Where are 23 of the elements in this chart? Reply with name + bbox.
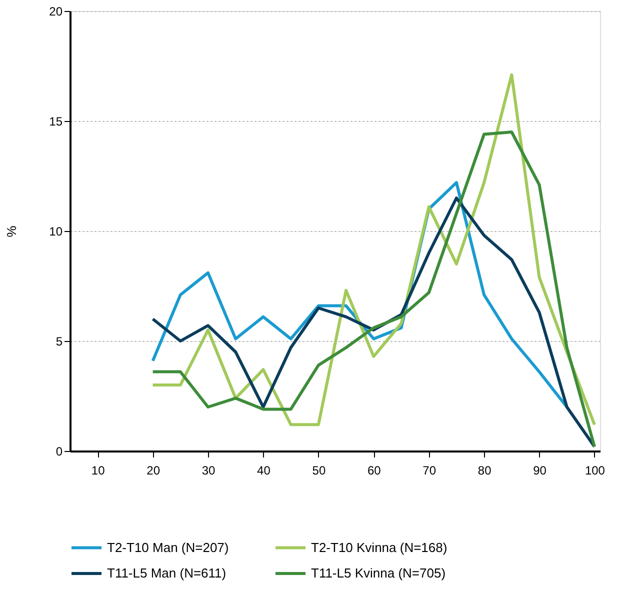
y-axis-title: %: [4, 225, 20, 238]
x-tick-label: 70: [422, 464, 436, 478]
x-tick-label: 40: [257, 464, 271, 478]
x-tick-label: 60: [367, 464, 382, 478]
y-tick-label: 20: [49, 4, 63, 18]
x-tick-label: 100: [584, 464, 606, 478]
legend-label: T2-T10 Kvinna (N=168): [311, 540, 448, 555]
x-tick-label: 50: [312, 464, 326, 478]
y-tick-label: 15: [49, 114, 63, 128]
legend-label: T11-L5 Man (N=611): [107, 566, 226, 580]
line-series: [151, 130, 596, 448]
line-series: [151, 196, 596, 448]
line-series: [151, 73, 596, 426]
x-tick-label: 80: [478, 464, 492, 478]
x-tick-label: 20: [146, 464, 160, 478]
legend-label: T11-L5 Kvinna (N=705): [311, 566, 446, 580]
y-tick-label: 0: [56, 444, 63, 458]
x-tick-label: 90: [533, 464, 547, 478]
x-tick-label: 10: [91, 464, 106, 478]
legend-label: T2-T10 Man (N=207): [107, 540, 229, 555]
x-tick-label: 30: [202, 464, 216, 478]
y-tick-label: 10: [49, 224, 63, 238]
y-tick-label: 5: [56, 334, 63, 348]
